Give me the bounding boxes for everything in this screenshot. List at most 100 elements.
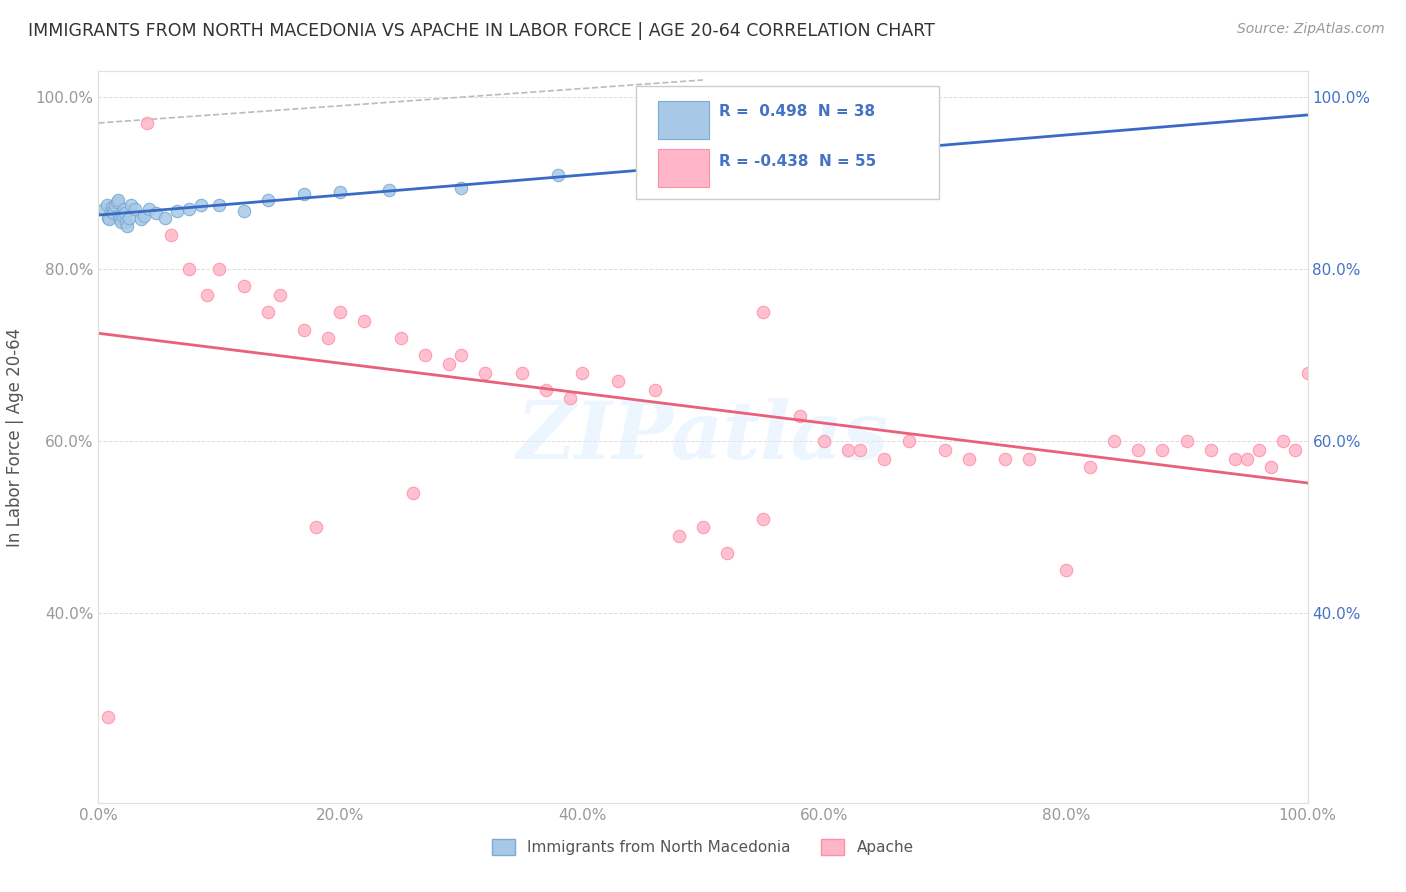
Point (232, 279, 254, 293)
Point (413, 348, 436, 362)
FancyBboxPatch shape (658, 101, 709, 138)
Point (97, 710, 120, 724)
Point (179, 262, 201, 277)
Point (93, 202, 115, 216)
Point (112, 202, 135, 216)
Point (256, 194, 278, 208)
Point (208, 198, 231, 212)
Point (115, 215, 138, 229)
Point (97, 211, 120, 225)
Point (120, 198, 142, 212)
Point (1102, 434, 1125, 449)
Point (849, 442, 872, 457)
Text: R =  0.498  N = 38: R = 0.498 N = 38 (718, 104, 875, 120)
Point (789, 409, 811, 423)
Point (100, 200, 122, 214)
Point (873, 451, 896, 466)
Point (329, 185, 352, 199)
Point (1249, 442, 1271, 457)
Point (104, 198, 127, 212)
Legend: Immigrants from North Macedonia, Apache: Immigrants from North Macedonia, Apache (486, 833, 920, 861)
Point (108, 209, 131, 223)
Point (190, 198, 212, 212)
Point (402, 486, 425, 500)
Point (108, 212, 131, 227)
Point (510, 366, 533, 380)
Point (329, 305, 352, 319)
Point (100, 203, 122, 218)
Point (1296, 366, 1319, 380)
Point (1054, 564, 1077, 578)
FancyBboxPatch shape (658, 149, 709, 187)
Point (1284, 442, 1306, 457)
Point (1078, 460, 1101, 475)
Point (305, 520, 328, 534)
Point (692, 520, 714, 534)
Point (1223, 451, 1246, 466)
Point (153, 211, 176, 225)
Text: IMMIGRANTS FROM NORTH MACEDONIA VS APACHE IN LABOR FORCE | AGE 20-64 CORRELATION: IMMIGRANTS FROM NORTH MACEDONIA VS APACH… (28, 22, 935, 40)
Point (1199, 442, 1222, 457)
Point (103, 202, 125, 216)
Point (107, 194, 129, 208)
Point (145, 206, 167, 220)
Point (117, 219, 139, 234)
Point (450, 180, 472, 194)
Point (135, 116, 157, 130)
Point (389, 331, 412, 345)
Point (166, 203, 188, 218)
Point (96, 198, 118, 212)
Point (668, 529, 690, 543)
Point (160, 227, 183, 242)
Point (1175, 434, 1198, 449)
Point (571, 366, 593, 380)
Point (353, 314, 375, 328)
Point (110, 215, 132, 229)
Point (474, 366, 496, 380)
Point (316, 331, 339, 345)
Point (1018, 451, 1040, 466)
Point (534, 383, 557, 397)
Point (450, 348, 472, 362)
Point (114, 206, 136, 220)
Point (607, 374, 630, 388)
Point (837, 442, 859, 457)
Point (813, 434, 835, 449)
Point (934, 442, 956, 457)
Point (1236, 451, 1258, 466)
FancyBboxPatch shape (637, 86, 939, 200)
Point (111, 209, 134, 223)
Point (292, 322, 315, 336)
Point (208, 262, 231, 277)
Point (129, 212, 152, 227)
Point (716, 546, 738, 560)
Point (232, 203, 254, 218)
Point (437, 357, 460, 371)
Point (752, 512, 775, 526)
Point (1152, 442, 1174, 457)
Point (292, 186, 315, 201)
Text: R = -0.438  N = 55: R = -0.438 N = 55 (718, 153, 876, 169)
Point (269, 288, 291, 302)
Point (558, 392, 581, 406)
Point (98, 212, 121, 227)
Point (377, 183, 399, 197)
Point (644, 383, 666, 397)
Point (124, 202, 146, 216)
Point (105, 195, 128, 210)
Point (1272, 434, 1295, 449)
Point (138, 202, 160, 216)
Point (1128, 442, 1150, 457)
Point (957, 451, 980, 466)
Point (118, 211, 141, 225)
Point (1260, 460, 1282, 475)
Point (195, 288, 218, 302)
Point (752, 305, 775, 319)
Point (897, 434, 920, 449)
Text: Source: ZipAtlas.com: Source: ZipAtlas.com (1237, 22, 1385, 37)
Point (101, 206, 124, 220)
Point (179, 202, 201, 216)
Y-axis label: In Labor Force | Age 20-64: In Labor Force | Age 20-64 (7, 327, 24, 547)
Point (134, 209, 156, 223)
Text: ZIPatlas: ZIPatlas (517, 399, 889, 475)
